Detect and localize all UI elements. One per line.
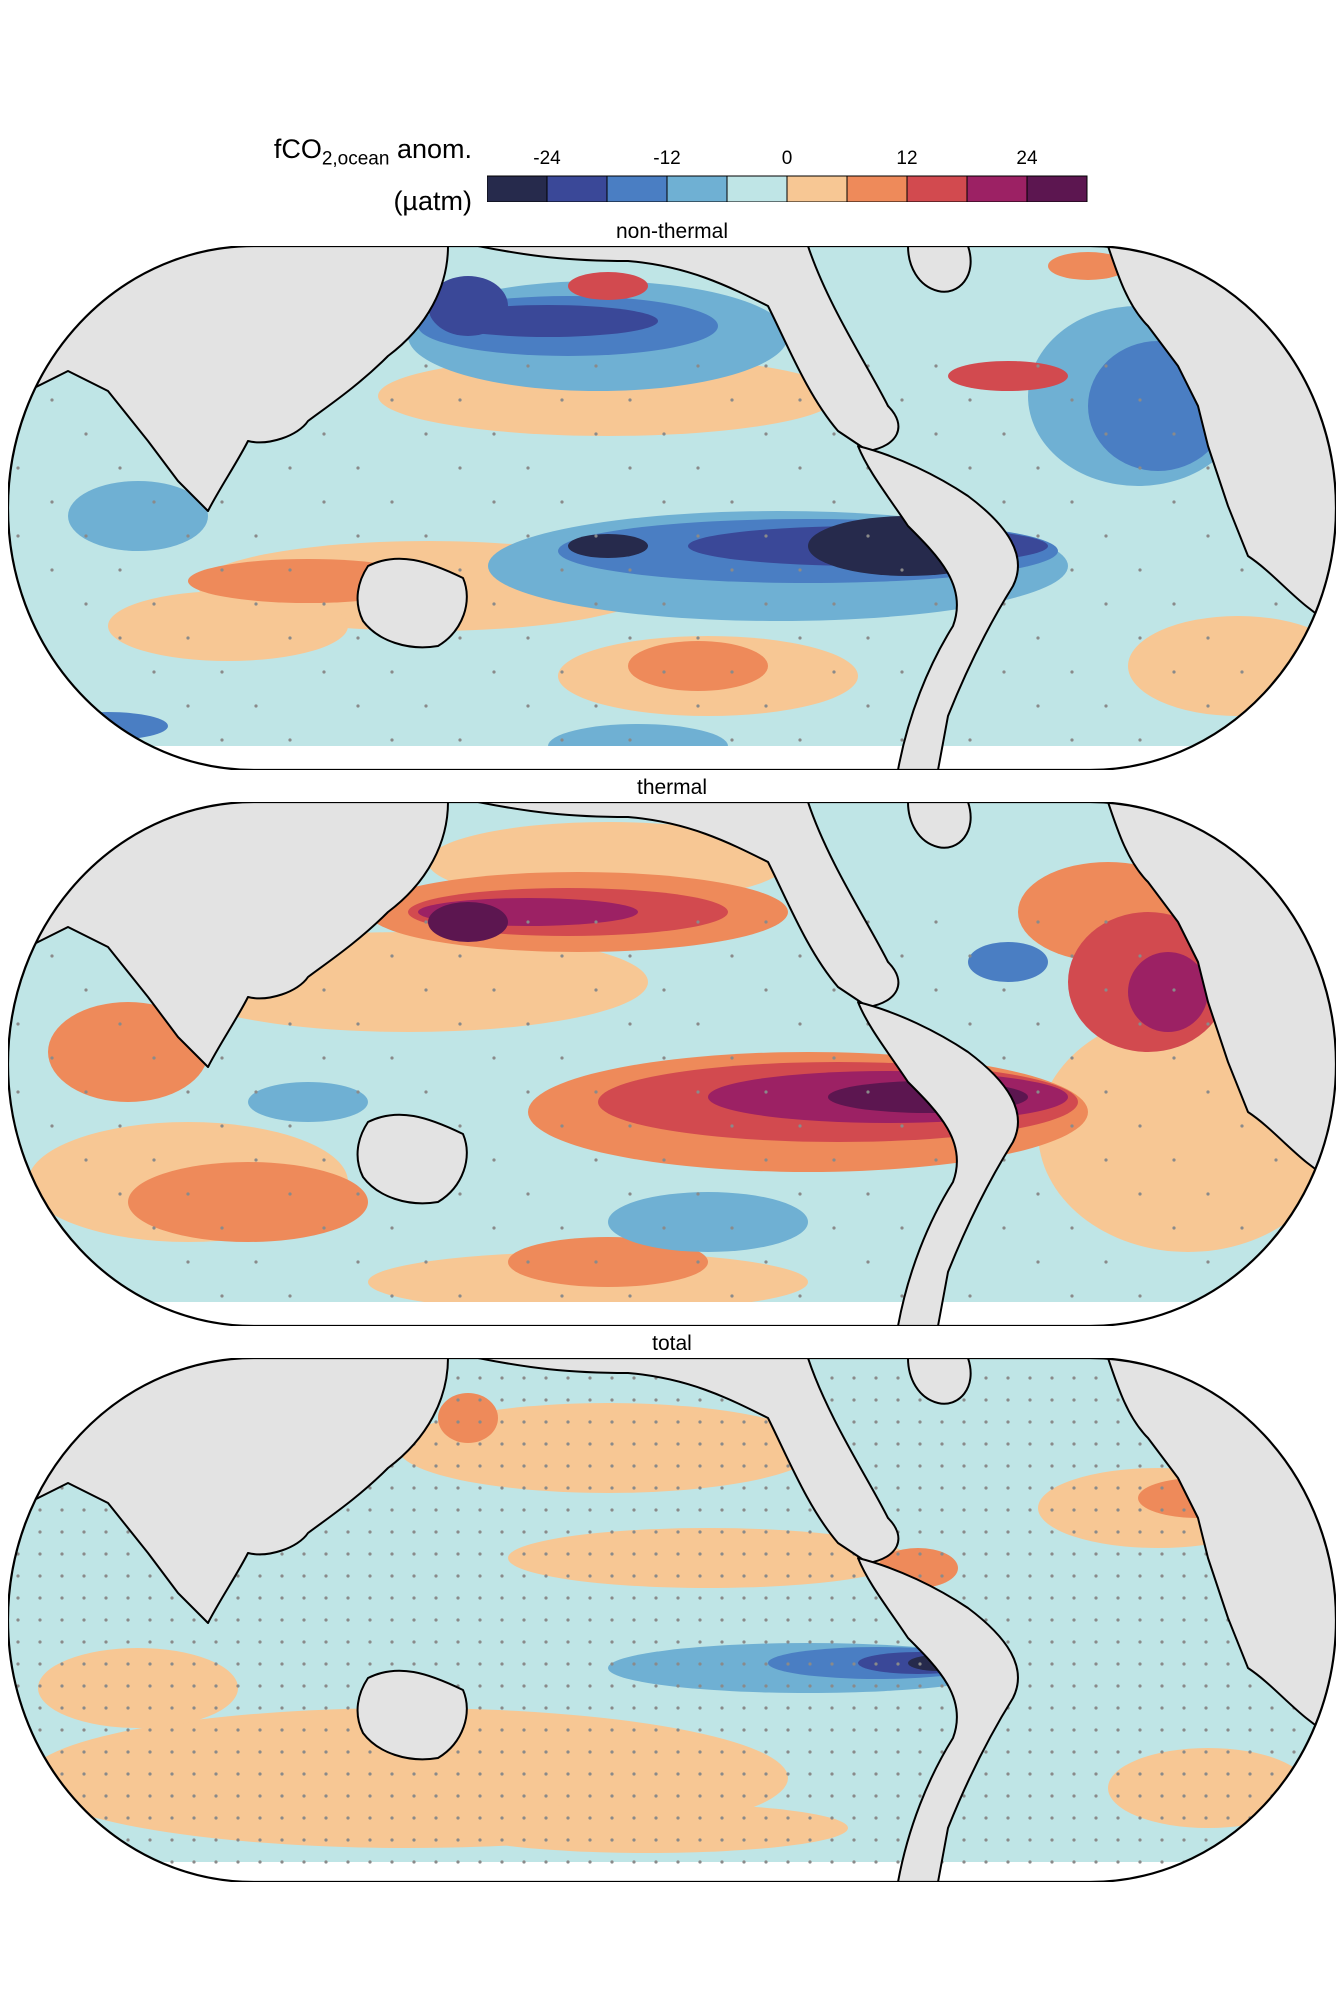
colorbar-tick-label: 0 xyxy=(782,148,793,169)
colorbar-swatch xyxy=(726,175,788,202)
colorbar-swatch xyxy=(906,175,968,202)
map-title-non-thermal: non-thermal xyxy=(615,220,729,243)
colorbar-swatch xyxy=(546,175,608,202)
colorbar-swatches xyxy=(487,175,1088,202)
colorbar-tick-labels: -24 -12 0 12 24 xyxy=(533,148,1038,169)
colorbar-variable-label: fCO2,ocean anom. xyxy=(273,134,472,170)
colorbar-swatch xyxy=(1026,175,1088,202)
map-title-thermal: thermal xyxy=(636,776,708,799)
colorbar-swatch xyxy=(487,175,548,202)
land xyxy=(8,246,1336,770)
colorbar-title: fCO2,ocean anom. (µatm) xyxy=(220,128,472,222)
colorbar-swatch xyxy=(846,175,908,202)
colorbar-tick-label: 12 xyxy=(896,148,917,169)
colorbar-tick-label: -24 xyxy=(533,148,561,169)
colorbar-swatch xyxy=(666,175,728,202)
colorbar-swatch xyxy=(786,175,848,202)
map-title-total: total xyxy=(652,1332,692,1355)
map-non-thermal xyxy=(8,246,1336,770)
map-thermal xyxy=(8,802,1336,1326)
colorbar-swatch xyxy=(606,175,668,202)
colorbar-units-label: (µatm) xyxy=(393,186,472,217)
colorbar: -24 -12 0 12 24 xyxy=(487,148,1088,202)
colorbar-tick-label: -12 xyxy=(653,148,680,169)
colorbar-tick-label: 24 xyxy=(1016,148,1038,169)
colorbar-swatch xyxy=(966,175,1028,202)
map-total xyxy=(8,1358,1336,1882)
